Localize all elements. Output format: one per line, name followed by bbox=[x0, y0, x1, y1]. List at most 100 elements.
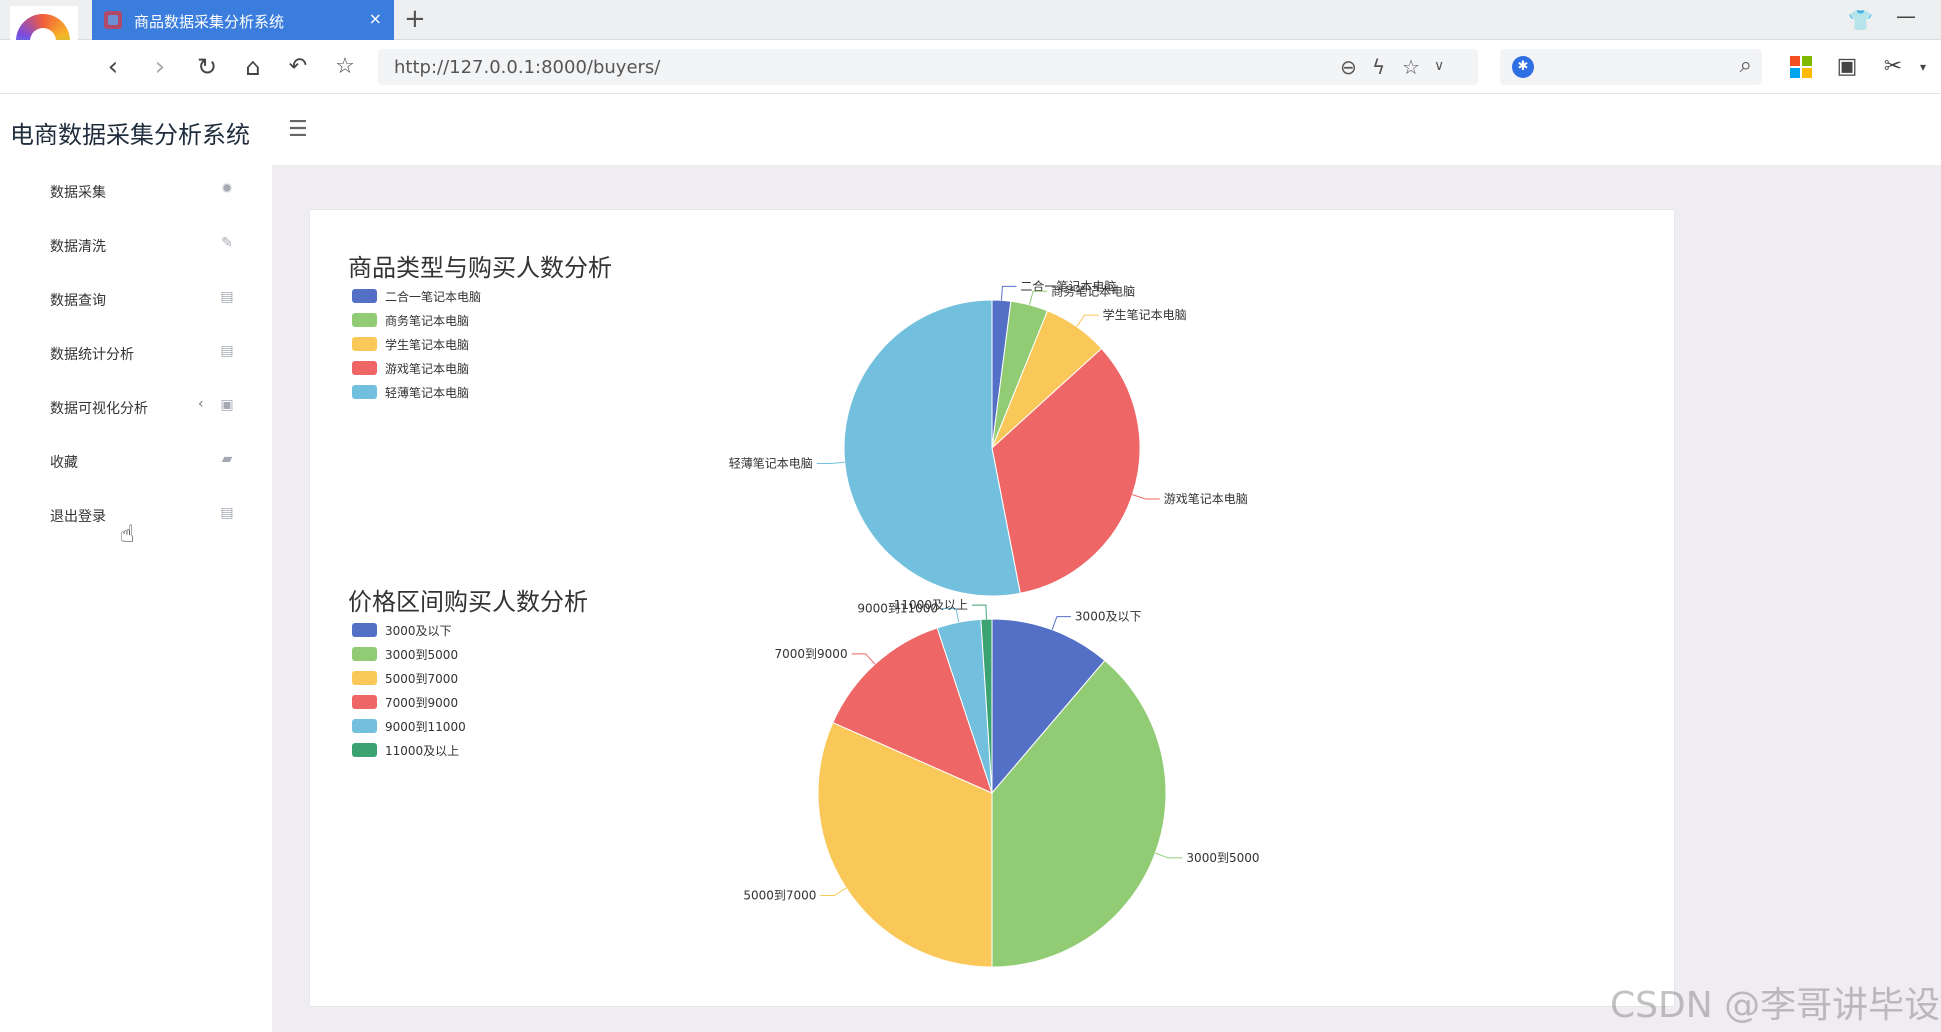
legend-swatch bbox=[352, 337, 377, 351]
search-doc-icon: ▤ bbox=[220, 289, 234, 305]
slice-label: 11000及以上 bbox=[894, 598, 968, 612]
tab-close-icon[interactable]: × bbox=[368, 9, 382, 28]
scissors-icon[interactable]: ✂ bbox=[1883, 54, 1903, 79]
sidebar-item-data-statistics[interactable]: 数据统计分析 ▤ bbox=[0, 327, 272, 381]
sidebar: 数据采集 ✹ 数据清洗 ✎ 数据查询 ▤ 数据统计分析 ▤ 数据可视化分析 ‹ … bbox=[0, 165, 272, 1032]
chart-title-product-type: 商品类型与购买人数分析 bbox=[348, 254, 612, 282]
legend-swatch bbox=[352, 385, 377, 399]
legend-label: 学生笔记本电脑 bbox=[385, 337, 470, 352]
legend-price-range: 3000及以下 3000到5000 5000到7000 7000到9000 9000到1… bbox=[352, 618, 466, 762]
sidebar-item-label: 数据可视化分析 bbox=[50, 401, 148, 417]
sidebar-item-label: 收藏 bbox=[50, 455, 78, 471]
legend-swatch bbox=[352, 743, 377, 757]
legend-label: 9000到11000 bbox=[385, 719, 466, 734]
pie-slice[interactable] bbox=[991, 347, 1141, 594]
legend-item[interactable]: 游戏笔记本电脑 bbox=[352, 356, 481, 380]
minimize-button[interactable]: — bbox=[1896, 4, 1916, 28]
legend-item[interactable]: 3000及以下 bbox=[352, 618, 466, 642]
label-line bbox=[971, 604, 987, 620]
home-icon[interactable]: ⌂ bbox=[245, 53, 261, 81]
pie-slice[interactable] bbox=[843, 299, 1021, 597]
browser-search-input[interactable]: ✱ ⌕ bbox=[1500, 49, 1762, 85]
logout-icon: ▤ bbox=[220, 505, 234, 521]
sidebar-item-label: 数据统计分析 bbox=[50, 347, 134, 363]
pie-slice[interactable] bbox=[991, 659, 1167, 968]
sidebar-item-favorites[interactable]: 收藏 ▰ bbox=[0, 435, 272, 489]
legend-label: 3000及以下 bbox=[385, 623, 452, 638]
slice-label: 7000到9000 bbox=[775, 647, 848, 661]
legend-label: 二合一笔记本电脑 bbox=[385, 289, 482, 304]
forward-icon[interactable]: › bbox=[154, 52, 166, 82]
tab-title: 商品数据采集分析系统 bbox=[134, 13, 285, 31]
legend-item[interactable]: 二合一笔记本电脑 bbox=[352, 284, 481, 308]
legend-label: 3000到5000 bbox=[385, 647, 459, 662]
favorite-star-icon[interactable]: ☆ bbox=[335, 54, 355, 79]
legend-item[interactable]: 9000到11000 bbox=[352, 714, 466, 738]
bookmark-star-icon[interactable]: ☆ bbox=[1402, 55, 1420, 79]
chevron-down-icon[interactable]: ∨ bbox=[1434, 58, 1445, 74]
lightning-icon[interactable]: ϟ bbox=[1372, 55, 1386, 79]
legend-item[interactable]: 7000到9000 bbox=[352, 690, 466, 714]
sidebar-item-data-visualization[interactable]: 数据可视化分析 ‹ ▣ bbox=[0, 381, 272, 435]
reader-icon[interactable]: ▣ bbox=[1836, 54, 1858, 79]
slice-label: 9000到11000 bbox=[857, 601, 938, 615]
apps-grid-icon[interactable] bbox=[1790, 56, 1812, 78]
label-line bbox=[820, 887, 847, 897]
slice-label: 3000及以下 bbox=[1075, 610, 1142, 624]
slice-label: 游戏笔记本电脑 bbox=[1164, 491, 1248, 506]
sidebar-item-label: 数据清洗 bbox=[50, 239, 106, 255]
chart-title-price-range: 价格区间购买人数分析 bbox=[348, 588, 588, 616]
sidebar-item-label: 数据采集 bbox=[50, 185, 106, 201]
back-icon[interactable]: ‹ bbox=[107, 52, 119, 82]
label-line bbox=[816, 461, 845, 465]
url-text[interactable]: http://127.0.0.1:8000/buyers/ bbox=[394, 57, 661, 78]
slice-label: 轻薄笔记本电脑 bbox=[729, 456, 813, 471]
sidebar-item-data-cleaning[interactable]: 数据清洗 ✎ bbox=[0, 219, 272, 273]
legend-swatch bbox=[352, 289, 377, 303]
legend-swatch bbox=[352, 695, 377, 709]
legend-item[interactable]: 5000到7000 bbox=[352, 666, 466, 690]
undo-icon[interactable]: ↶ bbox=[288, 54, 308, 79]
favicon-icon bbox=[104, 11, 122, 29]
slice-label: 商务笔记本电脑 bbox=[1051, 283, 1135, 298]
search-icon[interactable]: ⌕ bbox=[1739, 53, 1752, 78]
slice-label: 3000到5000 bbox=[1186, 851, 1259, 865]
reload-icon[interactable]: ↻ bbox=[196, 53, 218, 81]
legend-label: 商务笔记本电脑 bbox=[385, 313, 470, 328]
address-bar[interactable]: http://127.0.0.1:8000/buyers/ ⊖ ϟ ☆ ∨ bbox=[378, 49, 1478, 85]
slice-label: 学生笔记本电脑 bbox=[1103, 307, 1187, 322]
sidebar-item-data-collection[interactable]: 数据采集 ✹ bbox=[0, 165, 272, 219]
chevron-left-icon: ‹ bbox=[198, 396, 204, 412]
scissors-dropdown-icon[interactable]: ▾ bbox=[1919, 60, 1927, 74]
bug-icon: ✹ bbox=[221, 181, 233, 197]
legend-swatch bbox=[352, 647, 377, 661]
pie-slice[interactable] bbox=[991, 618, 1106, 795]
browser-toolbar: ‹ › ↻ ⌂ ↶ ☆ http://127.0.0.1:8000/buyers… bbox=[0, 40, 1941, 94]
broom-icon: ✎ bbox=[221, 235, 233, 251]
app-title: 电商数据采集分析系统 bbox=[10, 121, 250, 149]
legend-item[interactable]: 轻薄笔记本电脑 bbox=[352, 380, 481, 404]
label-line bbox=[1076, 314, 1099, 327]
app-header: 电商数据采集分析系统 ☰ bbox=[0, 95, 1941, 165]
chart-doc-icon: ▤ bbox=[220, 343, 234, 359]
legend-item[interactable]: 商务笔记本电脑 bbox=[352, 308, 481, 332]
legend-label: 轻薄笔记本电脑 bbox=[385, 385, 470, 400]
legend-item[interactable]: 3000到5000 bbox=[352, 642, 466, 666]
zoom-icon[interactable]: ⊖ bbox=[1340, 55, 1357, 79]
menu-toggle-icon[interactable]: ☰ bbox=[288, 117, 308, 142]
label-line bbox=[942, 607, 960, 623]
label-line bbox=[1132, 494, 1160, 500]
legend-item[interactable]: 11000及以上 bbox=[352, 738, 466, 762]
legend-swatch bbox=[352, 719, 377, 733]
sidebar-item-logout[interactable]: 退出登录 ▤ bbox=[0, 489, 272, 543]
legend-swatch bbox=[352, 671, 377, 685]
sidebar-item-data-query[interactable]: 数据查询 ▤ bbox=[0, 273, 272, 327]
legend-swatch bbox=[352, 313, 377, 327]
image-icon: ▣ bbox=[220, 397, 234, 413]
legend-item[interactable]: 学生笔记本电脑 bbox=[352, 332, 481, 356]
legend-label: 7000到9000 bbox=[385, 695, 459, 710]
browser-tab[interactable]: 商品数据采集分析系统 × bbox=[92, 0, 394, 40]
shirt-icon[interactable]: 👕 bbox=[1848, 8, 1873, 32]
label-line bbox=[1155, 852, 1183, 859]
new-tab-button[interactable]: + bbox=[404, 4, 426, 34]
